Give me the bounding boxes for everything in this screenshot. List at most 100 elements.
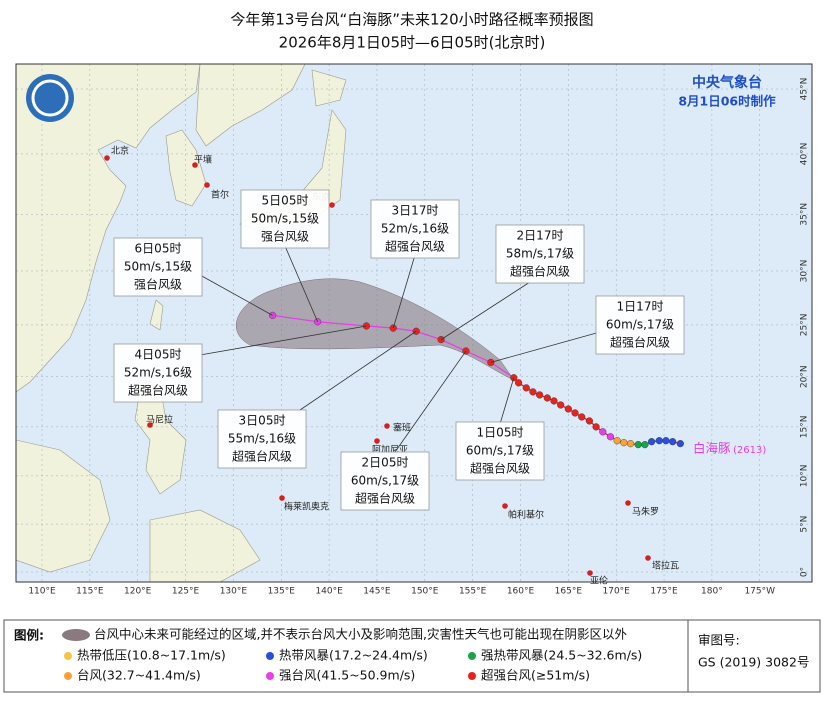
place-dot	[329, 202, 335, 208]
legend-entry: 台风(32.7~41.4m/s)	[77, 668, 201, 683]
callout-time: 1日05时	[477, 426, 524, 440]
past_track-point	[648, 438, 656, 446]
place-dot	[204, 182, 210, 188]
callout-time: 2日17时	[517, 229, 564, 243]
leader-line	[394, 350, 467, 453]
place-name: 平壤	[194, 154, 212, 166]
legend-entry: 热带低压(10.8~17.1m/s)	[77, 648, 226, 663]
past_track-point	[543, 394, 551, 402]
leader-line	[490, 331, 601, 363]
callout-wind: 50m/s,15级	[124, 260, 192, 274]
callout-grade: 超强台风级	[510, 264, 570, 279]
callout-time: 1日17时	[617, 300, 664, 314]
place-name: 北京	[111, 145, 129, 157]
title: 今年第13号台风“白海豚”未来120小时路径概率预报图	[230, 11, 593, 29]
y-tick-label: 10°N	[800, 465, 810, 488]
place-dot	[645, 555, 651, 561]
callout-box	[595, 295, 685, 355]
callout-box	[113, 343, 203, 403]
callout-time: 6日05时	[135, 242, 182, 256]
callout-grade: 强台风级	[134, 277, 182, 292]
past_track-point	[522, 384, 530, 392]
place-dot	[587, 570, 593, 576]
legend-cone: 台风中心未来可能经过的区域,并不表示台风大小及影响范围,灾害性天气也可能出现在阴…	[94, 627, 627, 642]
callout-wind: 60m/s,17级	[351, 474, 419, 488]
legend-entry: 超强台风(≥51m/s)	[481, 668, 590, 683]
x-tick-label: 165°E	[555, 587, 583, 597]
callout-box	[340, 451, 430, 511]
map-frame	[15, 63, 813, 583]
callout-wind: 50m/s,15级	[251, 212, 319, 226]
past_track-point	[564, 405, 572, 413]
place-name: 亚伦	[590, 575, 608, 587]
past_track-point	[557, 401, 565, 409]
past_track-point	[676, 440, 684, 448]
x-tick-label: 145°E	[363, 587, 391, 597]
x-tick-label: 180°	[701, 587, 723, 597]
past_track-point	[662, 437, 670, 445]
y-tick-label: 30°N	[800, 260, 810, 283]
past_track-point	[585, 417, 594, 425]
y-tick-label: 35°N	[800, 203, 810, 226]
review-label: 审图号:	[698, 633, 740, 648]
legend-swatch	[468, 672, 476, 680]
x-tick-label: 140°E	[315, 587, 343, 597]
leader-line	[199, 274, 273, 316]
past_track-point	[613, 437, 621, 445]
place-name: 塞班	[393, 422, 411, 434]
past_track-point	[592, 423, 600, 431]
legend-swatch	[64, 672, 72, 680]
x-tick-label: 175°W	[744, 587, 775, 597]
x-tick-label: 150°E	[411, 587, 439, 597]
issue-time: 8月1日06时制作	[678, 94, 776, 109]
past_track-point	[626, 440, 635, 448]
callout-time: 3日17时	[392, 204, 439, 218]
callout-wind: 60m/s,17级	[606, 318, 674, 332]
past_track-point	[620, 439, 628, 447]
leader-line	[284, 245, 318, 322]
y-tick-label: 25°N	[800, 314, 810, 337]
place-dot	[502, 503, 508, 509]
place-name: 梅莱凯奥克	[284, 501, 329, 513]
past_track-point	[578, 413, 586, 421]
place-name: 帕利基尔	[508, 509, 544, 521]
callout-time: 5日05时	[262, 194, 309, 208]
past_track-point	[606, 433, 615, 441]
place-dot	[104, 155, 110, 161]
place-name: 马朱罗	[632, 506, 659, 518]
past_track-point	[641, 441, 649, 449]
legend-entry: 强热带风暴(24.5~32.6m/s)	[481, 648, 642, 663]
place-dot	[625, 500, 631, 506]
callout-grade: 强台风级	[261, 229, 309, 244]
past_track-point	[669, 438, 677, 446]
legend-swatch	[266, 672, 274, 680]
callout-wind: 52m/s,16级	[124, 366, 192, 380]
past_track-point	[550, 397, 558, 405]
place-name: 马尼拉	[146, 414, 173, 426]
callout-wind: 58m/s,17级	[506, 247, 574, 261]
x-tick-label: 120°E	[124, 587, 152, 597]
callout-box	[370, 199, 460, 259]
callout-wind: 52m/s,16级	[381, 222, 449, 236]
legend-entry: 热带风暴(17.2~24.4m/s)	[279, 648, 428, 663]
land	[16, 64, 347, 582]
past_track-point	[655, 437, 663, 445]
place-name: 塔拉瓦	[652, 560, 679, 572]
callout-grade: 超强台风级	[232, 449, 292, 464]
callout-box	[240, 189, 330, 249]
callout-time: 4日05时	[135, 348, 182, 362]
agency-name: 中央气象台	[692, 74, 762, 91]
callout-grade: 超强台风级	[470, 461, 530, 476]
leader-line	[440, 281, 531, 340]
callout-box	[495, 224, 585, 284]
legend-swatch	[468, 652, 476, 660]
callout-time: 2日05时	[362, 456, 409, 470]
x-tick-label: 170°E	[603, 587, 631, 597]
x-tick-label: 155°E	[459, 587, 487, 597]
callout-grade: 超强台风级	[610, 335, 670, 350]
probability-cone	[235, 278, 515, 381]
place-name: 阿加尼亚	[372, 445, 408, 456]
place-dot	[147, 422, 153, 428]
leader-line	[392, 254, 416, 329]
logo-ring	[31, 79, 69, 117]
